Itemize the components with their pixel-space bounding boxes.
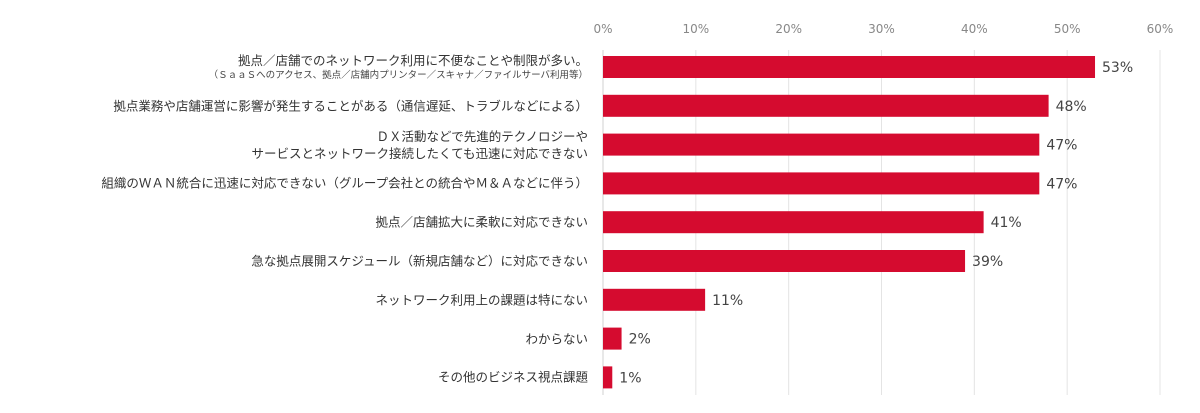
bar xyxy=(603,94,1049,117)
category-label: ネットワーク利用上の課題は特にない xyxy=(375,291,588,308)
category-label-note: （ＳａａＳへのアクセス、拠点／店舗内プリンター／スキャナ／ファイルサーバ利用等） xyxy=(208,70,588,81)
data-label: 47% xyxy=(1046,176,1077,192)
category-label-line: ネットワーク利用上の課題は特にない xyxy=(375,292,588,308)
category-label: 拠点業務や店舗運営に影響が発生することがある（通信遅延、トラブルなどによる） xyxy=(113,97,588,114)
x-tick-label: 20% xyxy=(775,22,802,36)
data-label: 53% xyxy=(1102,60,1133,76)
category-label-line: ＤＸ活動などで先進的テクノロジーや xyxy=(376,128,588,144)
category-label-line: 組織のＷＡＮ統合に迅速に対応できない（グループ会社との統合やＭ＆Ａなどに伴う） xyxy=(101,175,588,191)
category-label-line: 拠点業務や店舗運営に影響が発生することがある（通信遅延、トラブルなどによる） xyxy=(113,98,588,114)
category-label: 拠点／店舗拡大に柔軟に対応できない xyxy=(375,214,588,231)
bar xyxy=(603,133,1040,156)
data-label: 2% xyxy=(629,332,651,348)
x-tick-label: 60% xyxy=(1147,22,1174,36)
category-label: ＤＸ活動などで先進的テクノロジーや サービスとネットワーク接続したくても迅速に対応… xyxy=(251,128,588,162)
category-label: その他のビジネス視点課題 xyxy=(438,369,588,386)
bar xyxy=(603,56,1096,78)
bar xyxy=(603,288,706,311)
category-label-line: その他のビジネス視点課題 xyxy=(437,369,588,385)
bar xyxy=(603,327,622,350)
data-label: 11% xyxy=(712,293,743,309)
x-tick-label: 0% xyxy=(593,22,612,36)
category-label-line: わからない xyxy=(525,331,588,347)
category-label-line: サービスとネットワーク接続したくても迅速に対応できない xyxy=(251,145,588,161)
bar xyxy=(603,366,613,389)
category-label: わからない xyxy=(525,330,588,347)
category-label-line: 拠点／店舗拡大に柔軟に対応できない xyxy=(375,214,588,230)
x-tick-label: 50% xyxy=(1054,22,1081,36)
category-label-line: 急な拠点展開スケジュール（新規店舗など）に対応できない xyxy=(251,253,588,269)
data-label: 39% xyxy=(972,254,1003,270)
category-label: 拠点／店舗でのネットワーク利用に不便なことや制限が多い。 （ＳａａＳへのアクセス、… xyxy=(209,52,588,82)
data-label: 41% xyxy=(991,215,1022,231)
category-label: 急な拠点展開スケジュール（新規店舗など）に対応できない xyxy=(251,253,588,270)
category-label: 組織のＷＡＮ統合に迅速に対応できない（グループ会社との統合やＭ＆Ａなどに伴う） xyxy=(101,175,588,192)
bar xyxy=(603,172,1040,195)
x-tick-label: 30% xyxy=(868,22,895,36)
data-label: 47% xyxy=(1046,138,1077,154)
data-label: 1% xyxy=(619,370,641,386)
data-label: 48% xyxy=(1056,99,1087,115)
bar xyxy=(603,211,984,234)
x-tick-label: 10% xyxy=(682,22,709,36)
bar xyxy=(603,250,966,272)
x-tick-label: 40% xyxy=(961,22,988,36)
category-label-line: 拠点／店舗でのネットワーク利用に不便なことや制限が多い。 xyxy=(237,53,588,68)
